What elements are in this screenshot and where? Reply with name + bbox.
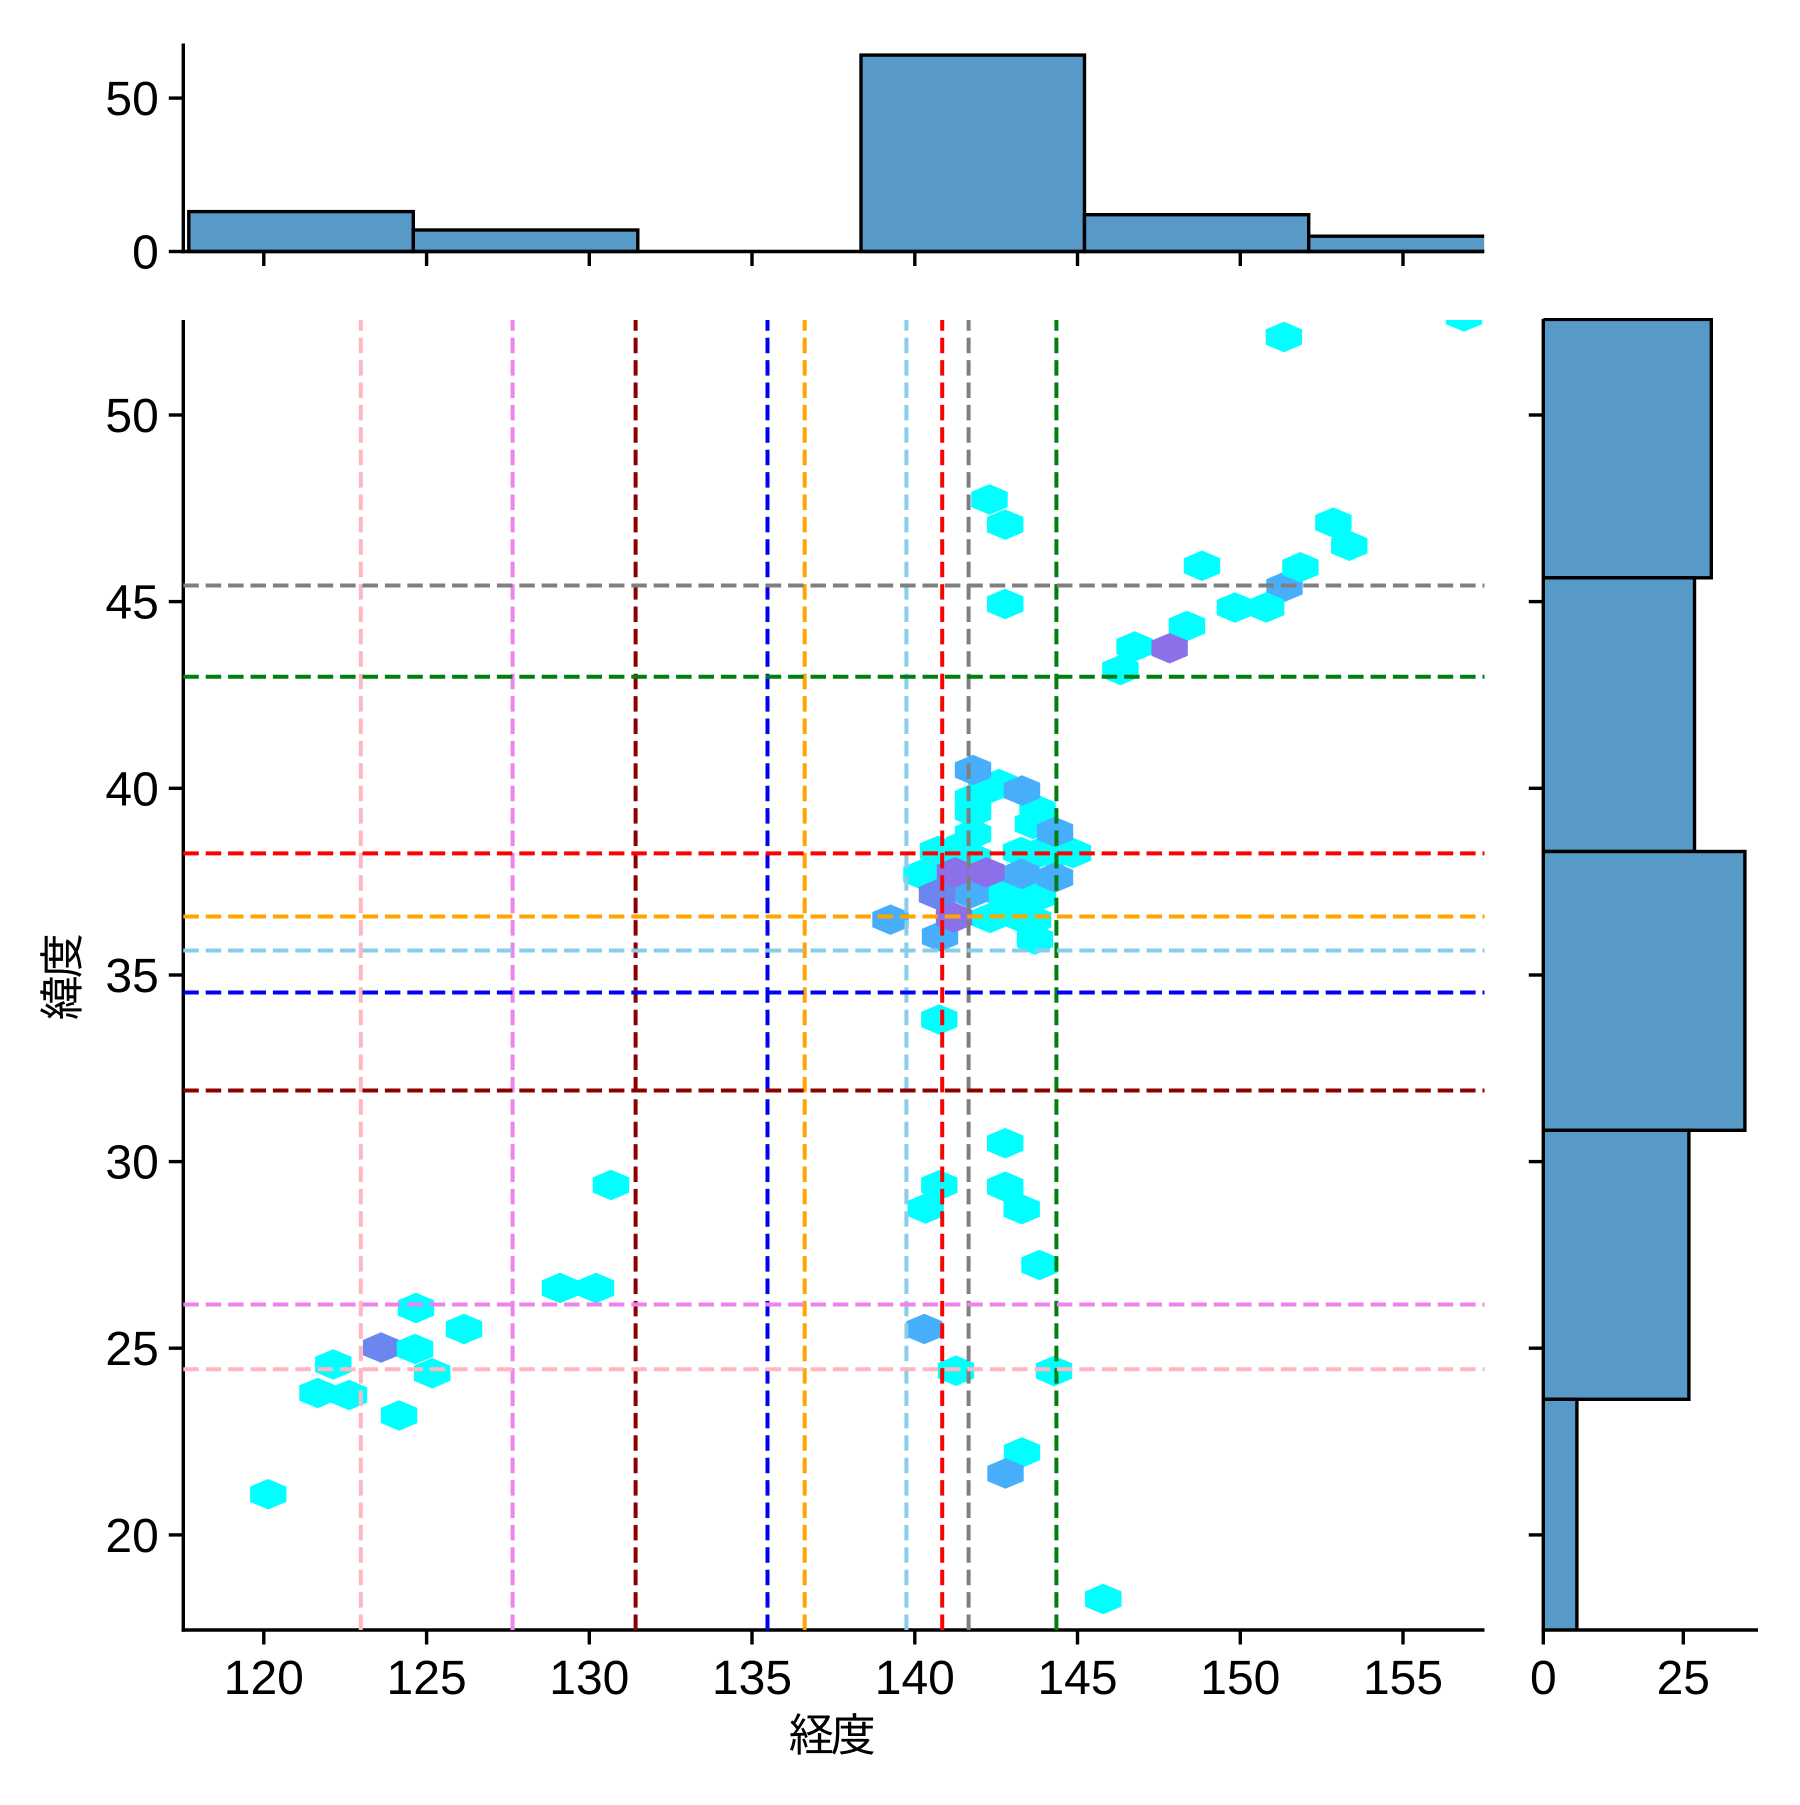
svg-text:45: 45 (105, 577, 158, 630)
svg-text:0: 0 (1530, 1652, 1557, 1705)
svg-text:20: 20 (105, 1510, 158, 1563)
svg-text:140: 140 (875, 1652, 955, 1705)
svg-text:145: 145 (1037, 1652, 1117, 1705)
svg-text:125: 125 (387, 1652, 467, 1705)
svg-text:30: 30 (105, 1137, 158, 1190)
svg-text:155: 155 (1363, 1652, 1443, 1705)
svg-text:40: 40 (105, 763, 158, 816)
svg-text:120: 120 (224, 1652, 304, 1705)
svg-text:25: 25 (105, 1323, 158, 1376)
svg-text:150: 150 (1200, 1652, 1280, 1705)
svg-text:0: 0 (132, 227, 159, 280)
svg-text:130: 130 (549, 1652, 629, 1705)
svg-text:50: 50 (105, 390, 158, 443)
svg-text:50: 50 (105, 73, 158, 126)
svg-text:35: 35 (105, 950, 158, 1003)
svg-text:135: 135 (712, 1652, 792, 1705)
svg-text:25: 25 (1657, 1652, 1710, 1705)
